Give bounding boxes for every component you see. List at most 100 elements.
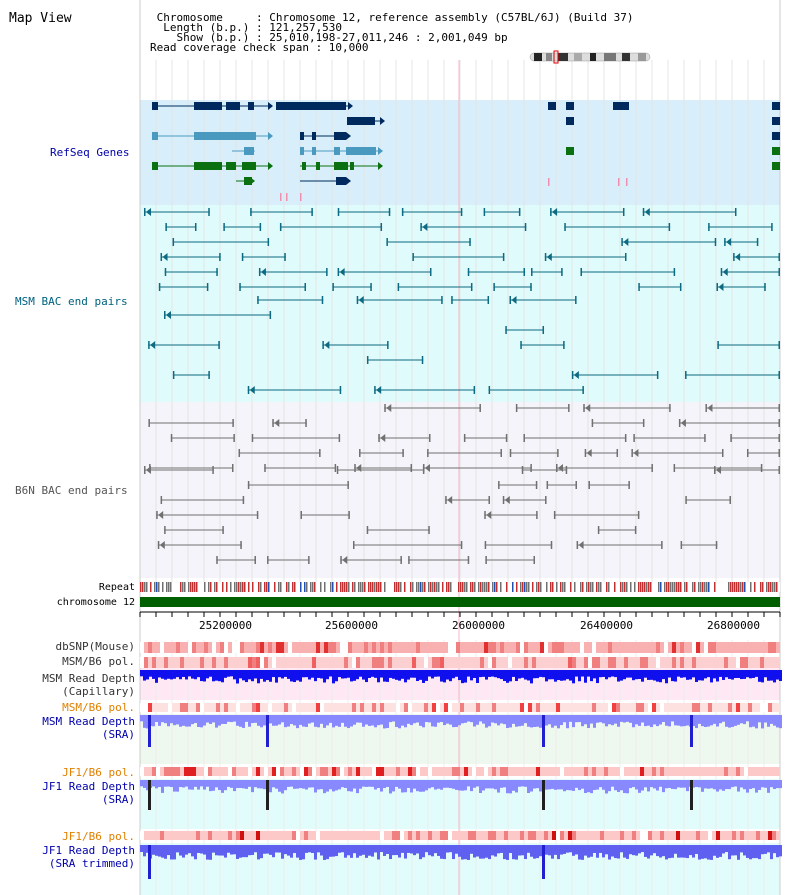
heat-cell (260, 767, 264, 776)
depth-bar (446, 670, 449, 680)
depth-bar (317, 845, 320, 853)
heat-cell (412, 767, 416, 776)
heat-cell (704, 831, 708, 840)
heat-cell (160, 703, 164, 712)
repeat-mark (564, 582, 566, 592)
depth-bar (260, 670, 263, 679)
heat-cell (276, 657, 280, 668)
heat-cell (592, 657, 596, 668)
track-label-msm-depth-cap[interactable]: MSM Read Depth (42, 672, 135, 685)
depth-bar (482, 670, 485, 677)
heat-cell (532, 642, 536, 653)
depth-bar (596, 780, 599, 790)
depth-bar (302, 780, 305, 789)
depth-spike (542, 845, 545, 879)
depth-bar (158, 715, 161, 726)
depth-bar (371, 715, 374, 726)
track-label-msm-bac[interactable]: MSM BAC end pairs (15, 295, 128, 308)
heat-cell (772, 657, 776, 668)
depth-bar (626, 670, 629, 678)
depth-bar (308, 670, 311, 680)
depth-bar (488, 780, 491, 789)
track-label-refseq[interactable]: RefSeq Genes (50, 146, 130, 159)
heat-cell (400, 703, 404, 712)
track-label-repeat[interactable]: Repeat (98, 582, 135, 593)
depth-bar (464, 670, 467, 683)
track-label-jf1-depth-trim[interactable]: JF1 Read Depth (42, 844, 135, 857)
depth-bar (440, 670, 443, 682)
bac-end-mark (771, 223, 773, 231)
depth-bar (389, 845, 392, 860)
heat-cell (680, 703, 684, 712)
depth-bar (626, 715, 629, 722)
heat-cell (524, 831, 528, 840)
depth-bar (365, 715, 368, 725)
heat-cell (332, 642, 336, 653)
depth-bar (752, 845, 755, 859)
depth-bar (176, 715, 179, 725)
repeat-mark (292, 582, 294, 592)
repeat-mark (736, 582, 738, 592)
bac-end-mark (334, 464, 337, 472)
depth-bar (509, 780, 512, 794)
depth-bar (431, 780, 434, 788)
depth-bar (503, 670, 506, 681)
repeat-mark (494, 582, 496, 592)
heat-cell (752, 767, 756, 776)
depth-bar (593, 845, 596, 853)
depth-bar (284, 715, 287, 728)
heat-cell (612, 642, 616, 653)
depth-bar (728, 845, 731, 860)
heat-cell (344, 657, 348, 668)
heat-cell (252, 642, 256, 653)
depth-bar (713, 670, 716, 679)
heat-cell (572, 767, 576, 776)
depth-bar (344, 780, 347, 788)
chromosome-bar (140, 597, 780, 607)
track-label-jf1-pol-1[interactable]: JF1/B6 pol. (62, 766, 135, 779)
track-label-b6n-bac[interactable]: B6N BAC end pairs (15, 484, 128, 497)
depth-bar (383, 715, 386, 729)
depth-bar (665, 715, 668, 726)
depth-bar (494, 845, 497, 857)
track-label-msm-pol-2[interactable]: MSM/B6 pol. (62, 701, 135, 714)
heat-cell (520, 831, 524, 840)
depth-bar (713, 715, 716, 724)
depth-bar (338, 845, 341, 853)
heat-cell (540, 703, 544, 712)
track-label-msm-pol-1[interactable]: MSM/B6 pol. (62, 655, 135, 668)
heat-cell (148, 703, 152, 712)
heat-cell (272, 831, 276, 840)
depth-bar (461, 715, 464, 724)
bac-end-mark (557, 449, 559, 457)
depth-bar (599, 715, 602, 723)
heat-cell (200, 767, 204, 776)
depth-bar (401, 845, 404, 853)
bac-end-mark (778, 341, 780, 349)
heat-cell (692, 657, 696, 668)
heat-cell (656, 642, 660, 653)
depth-bar (242, 780, 245, 789)
depth-bar (143, 715, 146, 728)
depth-bar (467, 845, 470, 860)
gene-exon (772, 147, 780, 155)
bac-end-mark (463, 434, 466, 442)
depth-bar (257, 845, 260, 860)
depth-bar (191, 715, 194, 725)
depth-bar (473, 845, 476, 858)
heat-cell (724, 767, 728, 776)
depth-bar (146, 670, 149, 680)
track-label-msm-depth-sra[interactable]: MSM Read Depth (42, 715, 135, 728)
depth-bar (404, 780, 407, 793)
track-label-dbsnp[interactable]: dbSNP(Mouse) (55, 640, 135, 653)
depth-bar (737, 780, 740, 792)
repeat-mark (208, 582, 210, 592)
depth-bar (575, 845, 578, 855)
heat-cell (516, 642, 520, 653)
heat-cell (272, 642, 276, 653)
heat-cell (216, 831, 220, 840)
depth-bar (176, 845, 179, 853)
ideogram-band (534, 53, 542, 61)
track-label-jf1-depth-sra[interactable]: JF1 Read Depth (42, 780, 135, 793)
track-label-jf1-pol-2[interactable]: JF1/B6 pol. (62, 830, 135, 843)
